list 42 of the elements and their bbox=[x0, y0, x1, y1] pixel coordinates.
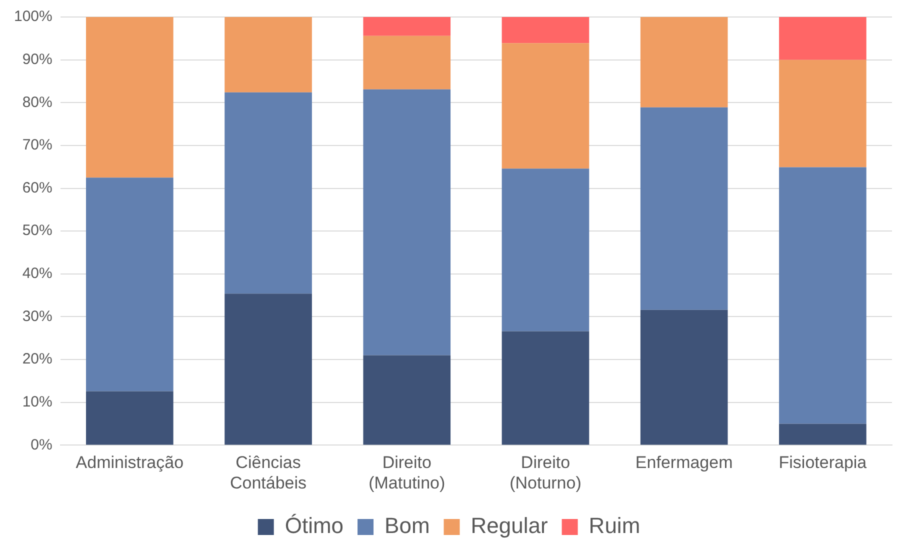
legend-label: Bom bbox=[384, 513, 430, 538]
bar bbox=[224, 294, 312, 445]
y-tick-label: 20% bbox=[22, 350, 52, 368]
bar bbox=[363, 17, 451, 36]
x-tick-label: Administração bbox=[76, 453, 184, 472]
bar bbox=[502, 331, 590, 445]
bar bbox=[86, 178, 174, 392]
bar bbox=[224, 92, 312, 294]
y-tick-label: 100% bbox=[14, 8, 52, 26]
y-tick-label: 40% bbox=[22, 265, 52, 282]
bar bbox=[363, 36, 451, 90]
bar bbox=[779, 167, 866, 424]
bar bbox=[640, 310, 728, 445]
legend-label: Ótimo bbox=[284, 513, 344, 538]
x-tick-label: Enfermagem bbox=[635, 453, 733, 472]
bar bbox=[502, 17, 590, 44]
x-tick-label: Direito (Noturno) bbox=[510, 453, 582, 492]
bar bbox=[363, 355, 451, 445]
bar bbox=[640, 107, 728, 310]
y-tick-label: 80% bbox=[22, 94, 52, 111]
bar bbox=[86, 391, 174, 445]
bar bbox=[224, 17, 312, 92]
legend-label: Regular bbox=[470, 513, 548, 538]
y-tick-label: 60% bbox=[22, 179, 52, 196]
x-tick-label: Fisioterapia bbox=[778, 453, 868, 472]
bar bbox=[502, 43, 590, 169]
bar bbox=[640, 17, 728, 108]
y-tick-label: 50% bbox=[22, 222, 52, 240]
bar bbox=[779, 17, 866, 60]
x-tick-label: Ciências Contábeis bbox=[230, 453, 307, 492]
y-tick-label: 30% bbox=[22, 308, 52, 325]
bar bbox=[502, 168, 590, 332]
legend-label: Ruim bbox=[588, 513, 640, 538]
bar bbox=[779, 60, 866, 168]
y-tick-label: 10% bbox=[22, 394, 52, 411]
y-tick-label: 90% bbox=[22, 50, 52, 68]
y-tick-label: 70% bbox=[22, 136, 52, 154]
bar bbox=[363, 89, 451, 356]
x-tick-label: Direito (Matutino) bbox=[368, 453, 446, 492]
bar bbox=[86, 17, 174, 178]
y-tick-label: 0% bbox=[30, 436, 52, 454]
bar bbox=[779, 424, 866, 445]
